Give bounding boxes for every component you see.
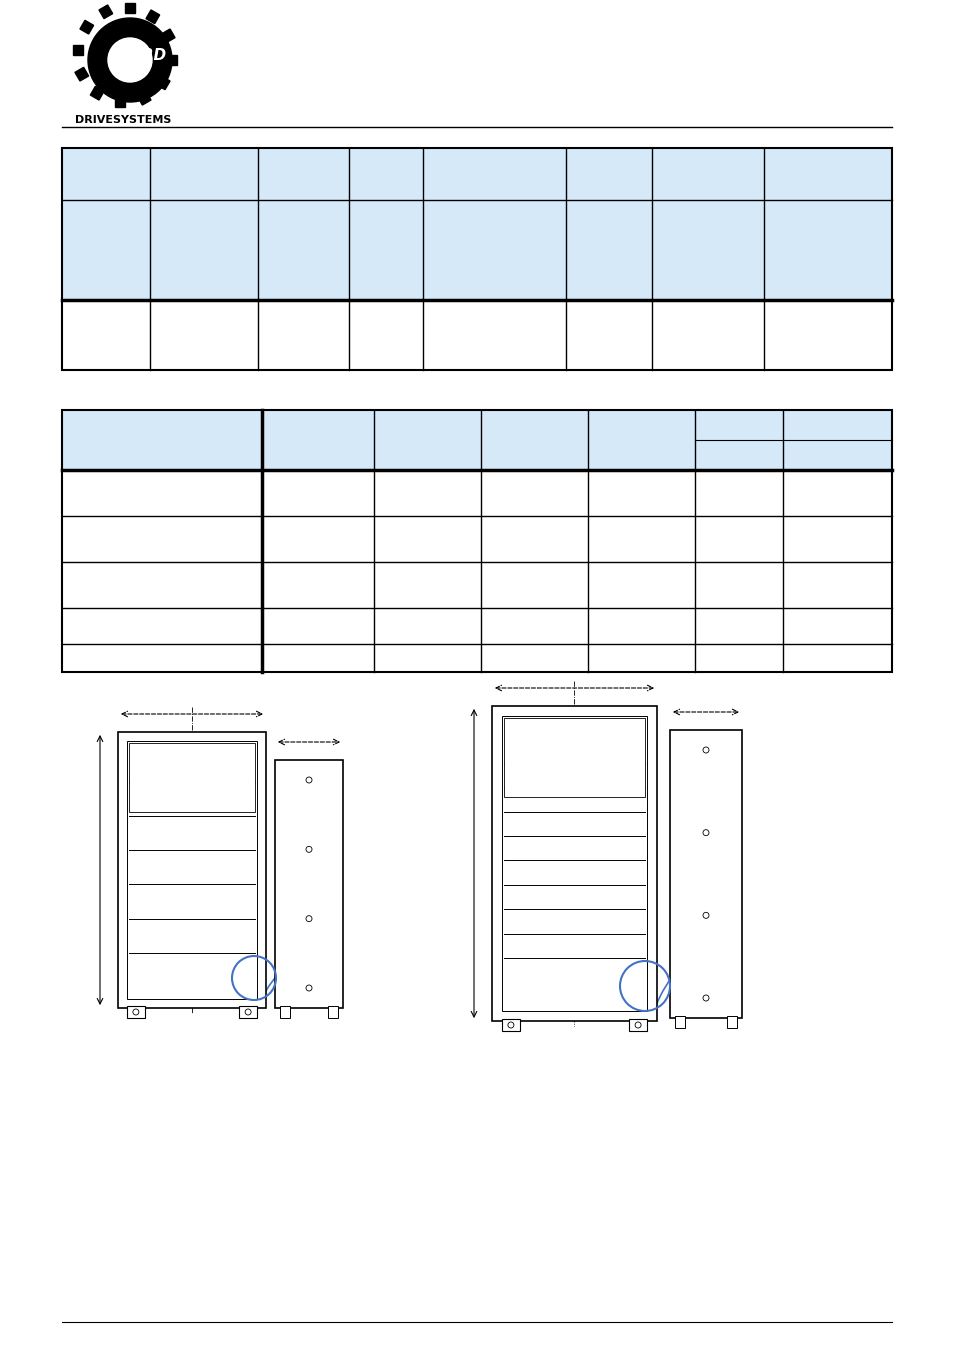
Bar [503, 718, 644, 796]
Text: NORD: NORD [117, 47, 167, 62]
Bar [62, 300, 891, 370]
Bar [62, 410, 891, 470]
Bar [118, 732, 266, 1008]
Bar [62, 148, 891, 370]
Bar [501, 716, 646, 1011]
Bar [62, 562, 891, 608]
Bar [628, 1019, 646, 1031]
Bar [167, 55, 177, 65]
Bar [501, 1019, 519, 1031]
Bar [125, 3, 135, 14]
Bar [62, 200, 891, 300]
Bar [129, 743, 254, 811]
Bar [137, 92, 151, 105]
Bar [127, 1006, 145, 1018]
Bar [73, 45, 83, 55]
Bar [62, 644, 891, 672]
Bar [239, 1006, 257, 1018]
Bar [146, 9, 159, 24]
Bar [280, 1006, 290, 1018]
Bar [80, 20, 93, 34]
Circle shape [108, 38, 152, 82]
Bar [492, 706, 657, 1021]
Bar [675, 1017, 684, 1027]
Bar [62, 148, 891, 200]
Text: DRIVESYSTEMS: DRIVESYSTEMS [75, 115, 172, 126]
Bar [127, 741, 257, 999]
Bar [62, 470, 891, 516]
Bar [161, 28, 174, 43]
Bar [62, 410, 891, 672]
Bar [726, 1017, 737, 1027]
Bar [62, 608, 891, 644]
Bar [328, 1006, 337, 1018]
Bar [156, 76, 170, 89]
Circle shape [88, 18, 172, 103]
Bar [62, 516, 891, 562]
Bar [669, 730, 741, 1018]
Bar [115, 97, 125, 107]
Bar [91, 86, 104, 100]
Bar [99, 5, 112, 19]
Bar [274, 760, 343, 1008]
Bar [75, 68, 89, 81]
